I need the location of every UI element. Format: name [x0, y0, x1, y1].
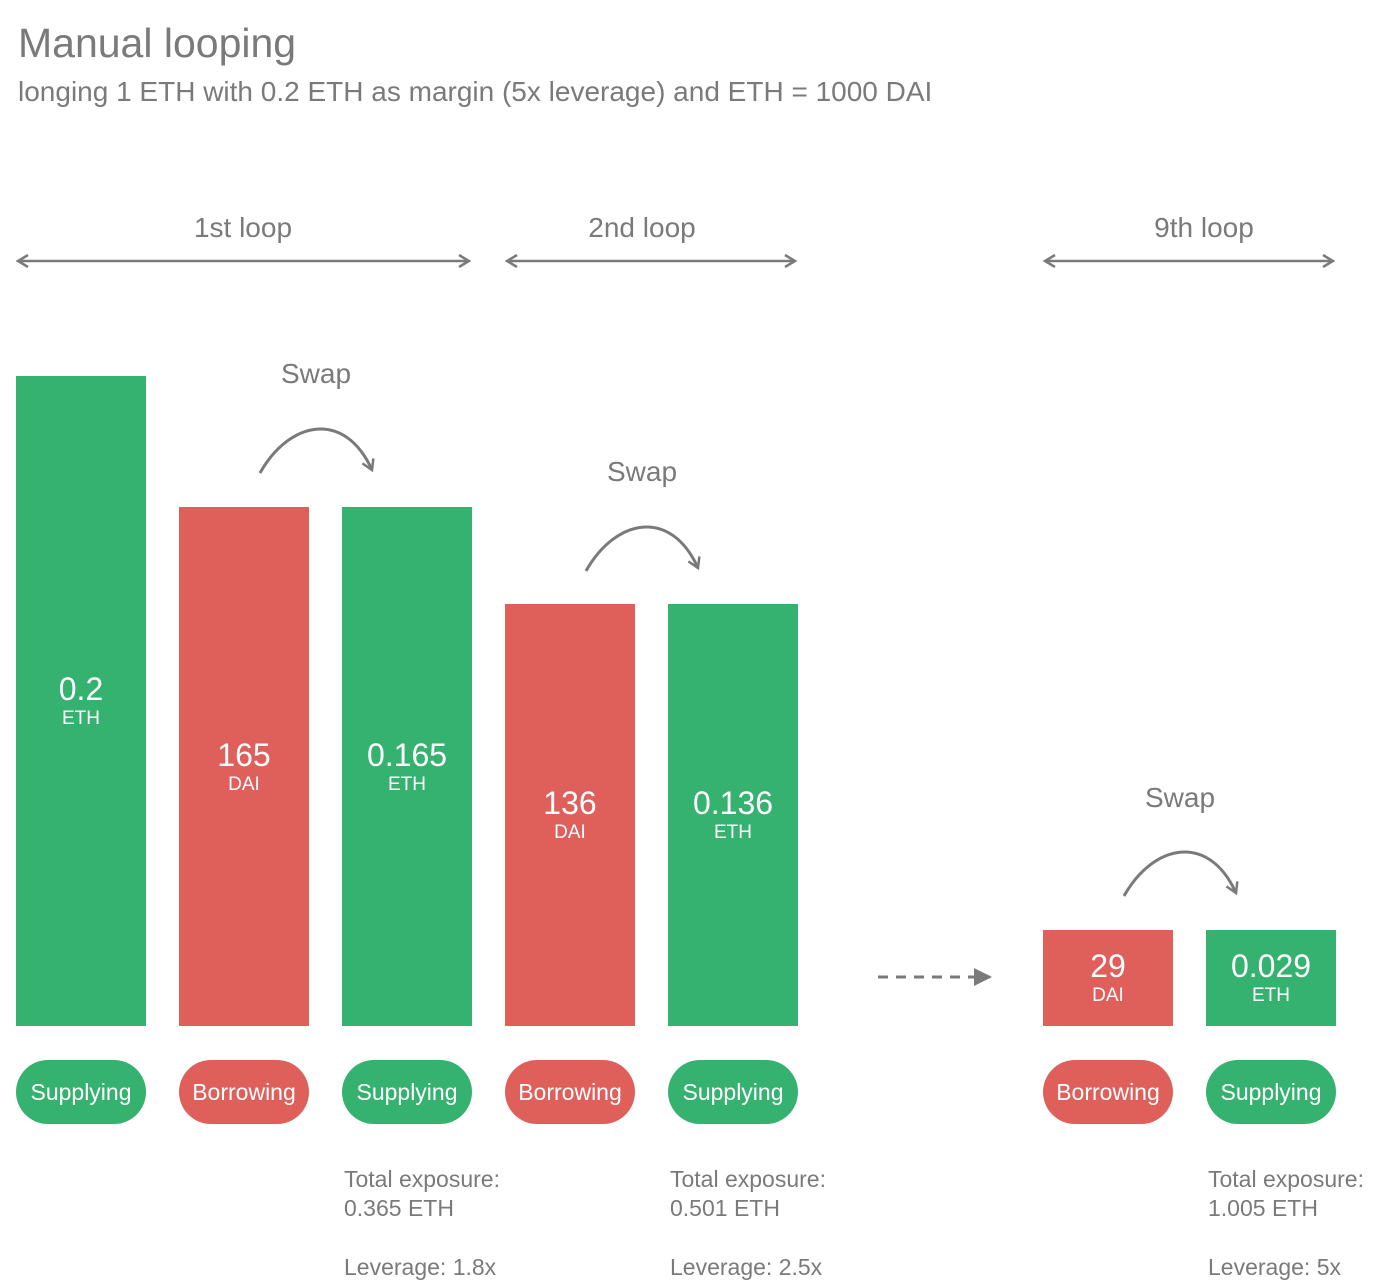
exposure-value: 1.005 ETH — [1208, 1195, 1318, 1221]
bar-supply-0-2-eth: 0.2 ETH — [16, 376, 146, 1026]
loop-label-1: 1st loop — [193, 212, 293, 243]
leverage-value: Leverage: 1.8x — [344, 1254, 497, 1280]
borrowing-badge: Borrowing — [505, 1060, 635, 1124]
bar-value: 0.029 — [1230, 948, 1312, 984]
swap-label-2: Swap — [606, 456, 678, 487]
supplying-badge: Supplying — [16, 1060, 146, 1124]
leverage-value: Leverage: 2.5x — [670, 1254, 823, 1280]
borrowing-badge: Borrowing — [179, 1060, 309, 1124]
bar-borrow-29-dai: 29 DAI — [1043, 930, 1173, 1026]
bar-unit: DAI — [228, 773, 260, 795]
supplying-badge: Supplying — [668, 1060, 798, 1124]
bar-value: 136 — [543, 785, 597, 821]
exposure-label: Total exposure: — [670, 1166, 826, 1192]
bar-unit: ETH — [388, 773, 426, 795]
bar-supply-0-029-eth: 0.029 ETH — [1206, 930, 1336, 1026]
bar-unit: DAI — [1092, 985, 1124, 1006]
swap-curve-arrow-1 — [258, 427, 372, 474]
bar-unit: DAI — [554, 822, 586, 843]
bar-value: 0.2 — [58, 671, 104, 707]
supplying-badge: Supplying — [342, 1060, 472, 1124]
bar-borrow-136-dai: 136 DAI — [505, 604, 635, 1026]
total-exposure-loop-9: Total exposure: 1.005 ETH Leverage: 5x — [1208, 1165, 1364, 1282]
total-exposure-loop-2: Total exposure: 0.501 ETH Leverage: 2.5x — [670, 1165, 826, 1282]
swap-curve-arrow-2 — [584, 525, 698, 572]
loop-label-2: 2nd loop — [588, 212, 696, 243]
swap-curve-arrow-3 — [1122, 850, 1236, 897]
bar-value: 29 — [1090, 948, 1126, 984]
bar-unit: ETH — [714, 822, 752, 843]
bar-borrow-165-dai: 165 DAI — [179, 507, 309, 1026]
total-exposure-loop-1: Total exposure: 0.365 ETH Leverage: 1.8x — [344, 1165, 500, 1282]
exposure-value: 0.501 ETH — [670, 1195, 780, 1221]
bar-unit: ETH — [1252, 985, 1290, 1006]
exposure-label: Total exposure: — [344, 1166, 500, 1192]
loop-label-9: 9th loop — [1154, 212, 1254, 243]
borrowing-badge: Borrowing — [1043, 1060, 1173, 1124]
leverage-value: Leverage: 5x — [1208, 1254, 1341, 1280]
bar-value: 0.165 — [366, 736, 448, 773]
bar-supply-0-165-eth: 0.165 ETH — [342, 507, 472, 1026]
page-subtitle: longing 1 ETH with 0.2 ETH as margin (5x… — [18, 76, 933, 107]
supplying-badge: Supplying — [1206, 1060, 1336, 1124]
bar-value: 165 — [217, 736, 271, 773]
exposure-label: Total exposure: — [1208, 1166, 1364, 1192]
bar-value: 0.136 — [692, 785, 774, 821]
bar-unit: ETH — [62, 708, 100, 729]
exposure-value: 0.365 ETH — [344, 1195, 454, 1221]
bar-supply-0-136-eth: 0.136 ETH — [668, 604, 798, 1026]
swap-label-3: Swap — [1144, 782, 1216, 813]
swap-label-1: Swap — [280, 358, 352, 389]
page-title: Manual looping — [18, 20, 297, 66]
